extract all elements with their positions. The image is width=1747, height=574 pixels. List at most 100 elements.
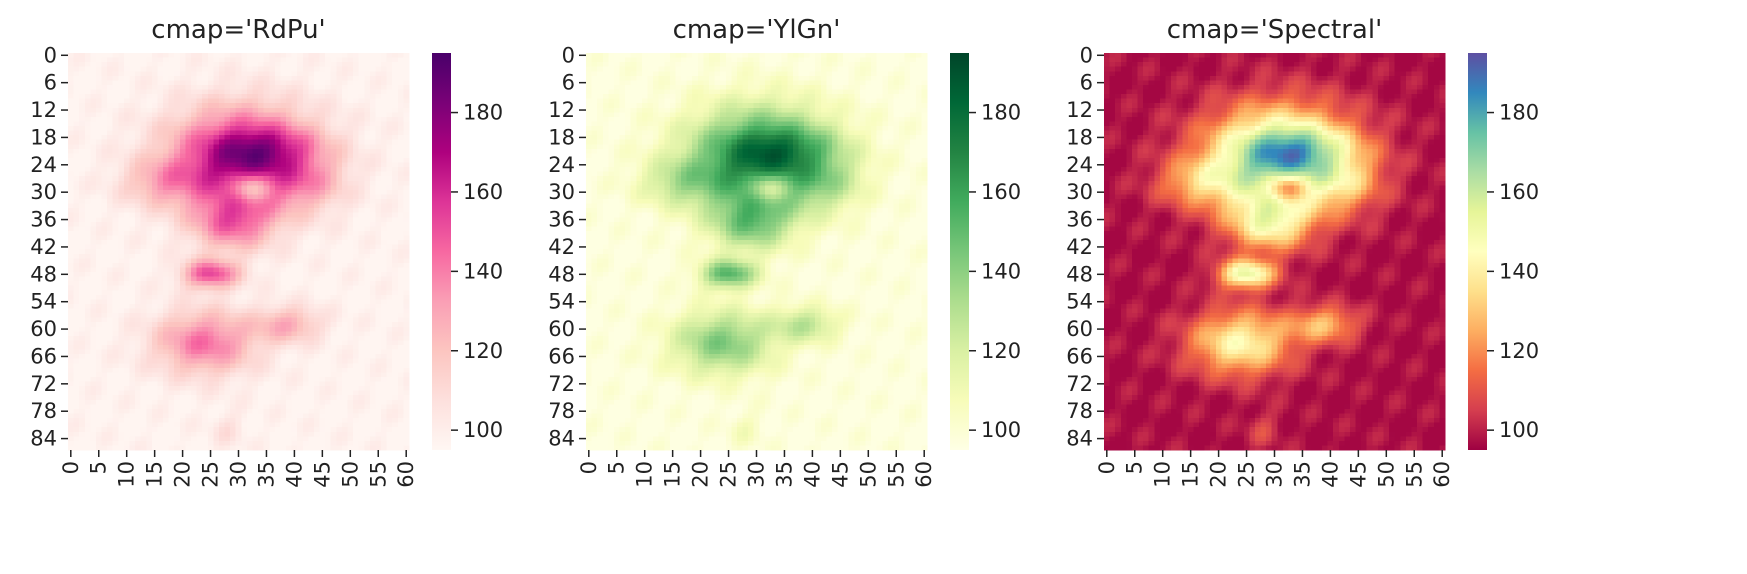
heatmap-cell — [202, 363, 209, 369]
heatmap-cell — [190, 176, 198, 182]
heatmap-cell — [325, 71, 332, 77]
heatmap-cell — [79, 386, 86, 392]
heatmap-cell — [157, 313, 164, 319]
heatmap-cell — [286, 303, 293, 310]
heatmap-cell — [118, 121, 125, 127]
heatmap-cell — [135, 148, 142, 154]
heatmap-cell — [302, 294, 309, 301]
heatmap-cell — [313, 262, 321, 269]
heatmap-cell — [112, 80, 119, 86]
heatmap-cell — [347, 404, 354, 410]
heatmap-cell — [308, 404, 315, 410]
heatmap-cell — [101, 290, 108, 296]
heatmap-cell — [369, 390, 377, 396]
heatmap-cell — [347, 62, 354, 68]
heatmap-cell — [336, 335, 343, 342]
heatmap-cell — [112, 381, 119, 387]
heatmap-cell — [196, 299, 203, 305]
heatmap-cell — [336, 326, 343, 332]
heatmap-cell — [179, 294, 186, 301]
heatmap-cell — [246, 358, 254, 364]
heatmap-cell — [185, 349, 192, 355]
heatmap-cell — [140, 358, 147, 364]
heatmap-cell — [107, 171, 114, 177]
heatmap-cell — [397, 404, 405, 410]
heatmap-cell — [95, 262, 103, 269]
heatmap-cell — [274, 112, 282, 118]
heatmap-cell — [129, 98, 136, 104]
heatmap-cell — [202, 57, 209, 63]
heatmap-cell — [330, 253, 337, 259]
heatmap-cell — [252, 62, 259, 68]
heatmap-cell — [112, 212, 119, 218]
heatmap-cell — [196, 331, 203, 337]
heatmap-cell — [358, 135, 365, 141]
heatmap-cell — [118, 376, 125, 383]
heatmap-cell — [274, 285, 282, 291]
heatmap-cell — [157, 294, 164, 301]
heatmap-cell — [313, 189, 321, 196]
heatmap-cell — [196, 376, 203, 383]
heatmap-cell — [269, 363, 276, 369]
heatmap-cell — [213, 399, 220, 405]
heatmap-cell — [269, 221, 276, 227]
heatmap-cell — [84, 75, 91, 81]
heatmap-cell — [308, 418, 315, 424]
heatmap-cell — [341, 212, 349, 218]
heatmap-cell — [313, 363, 321, 369]
heatmap-cell — [313, 57, 321, 63]
heatmap-cell — [358, 340, 365, 346]
heatmap-cell — [403, 171, 410, 177]
heatmap-cell — [397, 290, 405, 296]
heatmap-cell — [386, 367, 393, 374]
heatmap-cell — [375, 98, 382, 104]
heatmap-cell — [79, 208, 86, 214]
heatmap-cell — [325, 66, 332, 72]
heatmap-cell — [403, 358, 410, 364]
heatmap-cell — [107, 94, 114, 100]
heatmap-cell — [118, 107, 125, 113]
heatmap-cell — [280, 144, 287, 150]
heatmap-cell — [381, 253, 388, 259]
heatmap-cell — [190, 94, 198, 100]
heatmap-cell — [386, 171, 393, 177]
heatmap-cell — [258, 272, 265, 278]
heatmap-cell — [168, 80, 175, 86]
heatmap-cell — [140, 171, 147, 177]
heatmap-cell — [269, 281, 276, 287]
heatmap-cell — [73, 62, 80, 68]
heatmap-cell — [252, 208, 259, 214]
heatmap-cell — [386, 103, 393, 109]
heatmap-cell — [341, 244, 349, 250]
heatmap-cell — [364, 235, 371, 241]
heatmap-cell — [112, 235, 119, 241]
heatmap-cell — [325, 345, 332, 351]
heatmap-cells — [68, 53, 410, 451]
heatmap-cell — [313, 404, 321, 410]
heatmap-cell — [330, 203, 337, 209]
heatmap-cell — [168, 272, 175, 278]
heatmap-cell — [297, 335, 304, 342]
heatmap-cell — [207, 189, 214, 196]
heatmap-cell — [123, 112, 131, 118]
heatmap-cell — [375, 345, 382, 351]
heatmap-cell — [202, 240, 209, 246]
heatmap-cell — [280, 381, 287, 387]
heatmap-cell — [140, 390, 147, 396]
heatmap-cell — [95, 171, 103, 177]
heatmap-cell — [235, 363, 242, 369]
heatmap-cell — [190, 381, 198, 387]
heatmap-cell — [79, 107, 86, 113]
heatmap-cell — [196, 372, 203, 378]
heatmap-cell — [291, 162, 298, 168]
heatmap-cell — [213, 281, 220, 287]
heatmap-cell — [358, 194, 365, 200]
heatmap-cell — [297, 135, 304, 141]
heatmap-cell — [397, 408, 405, 415]
heatmap-cell — [286, 281, 293, 287]
heatmap-cell — [101, 386, 108, 392]
heatmap-cell — [397, 258, 405, 264]
heatmap-cell — [347, 253, 354, 259]
heatmap-cell — [135, 267, 142, 273]
heatmap-cell — [123, 340, 131, 346]
